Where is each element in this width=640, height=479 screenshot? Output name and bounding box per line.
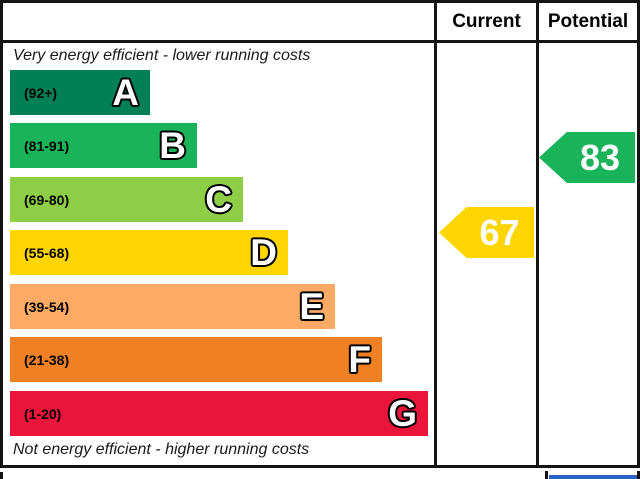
band-a-range-label: (92+)	[24, 84, 58, 101]
band-g-range-label: (1-20)	[24, 405, 62, 422]
band-b-range-label: (81-91)	[24, 137, 70, 154]
next-section-left-border-fragment	[0, 472, 3, 479]
column-divider-current	[434, 3, 437, 465]
column-divider-potential	[536, 3, 539, 465]
band-d-letter: D	[250, 231, 277, 273]
band-e: (39-54) E	[10, 284, 335, 329]
band-c-letter: C	[205, 178, 232, 220]
band-c: (69-80) C	[10, 177, 243, 222]
potential-column-header: Potential	[547, 10, 629, 32]
band-e-letter: E	[299, 285, 324, 327]
potential-rating-arrow: 83	[539, 132, 635, 183]
current-rating-value: 67	[479, 211, 520, 253]
top-caption: Very energy efficient - lower running co…	[13, 47, 311, 64]
band-g-letter: G	[388, 392, 417, 434]
header-divider	[3, 40, 637, 43]
band-f-range-label: (21-38)	[24, 351, 70, 368]
bottom-caption: Not energy efficient - higher running co…	[13, 441, 310, 458]
next-section-right-border-fragment	[637, 471, 640, 479]
current-rating-arrow: 67	[439, 207, 534, 258]
band-a-letter: A	[112, 71, 139, 113]
band-f: (21-38) F	[10, 337, 382, 382]
band-f-letter: F	[348, 338, 371, 380]
next-section-blue-bar-fragment	[549, 475, 637, 479]
rating-table: Current Potential Very energy efficient …	[0, 0, 640, 468]
band-e-range-label: (39-54)	[24, 298, 70, 315]
band-a: (92+) A	[10, 70, 150, 115]
potential-rating-value: 83	[579, 136, 621, 178]
current-column-header: Current	[452, 10, 521, 32]
band-b-letter: B	[159, 124, 186, 166]
next-section-divider-fragment	[545, 471, 548, 479]
band-c-range-label: (69-80)	[24, 191, 70, 208]
band-g: (1-20) G	[10, 391, 428, 436]
band-b: (81-91) B	[10, 123, 197, 168]
band-d: (55-68) D	[10, 230, 288, 275]
band-d-range-label: (55-68)	[24, 244, 70, 261]
